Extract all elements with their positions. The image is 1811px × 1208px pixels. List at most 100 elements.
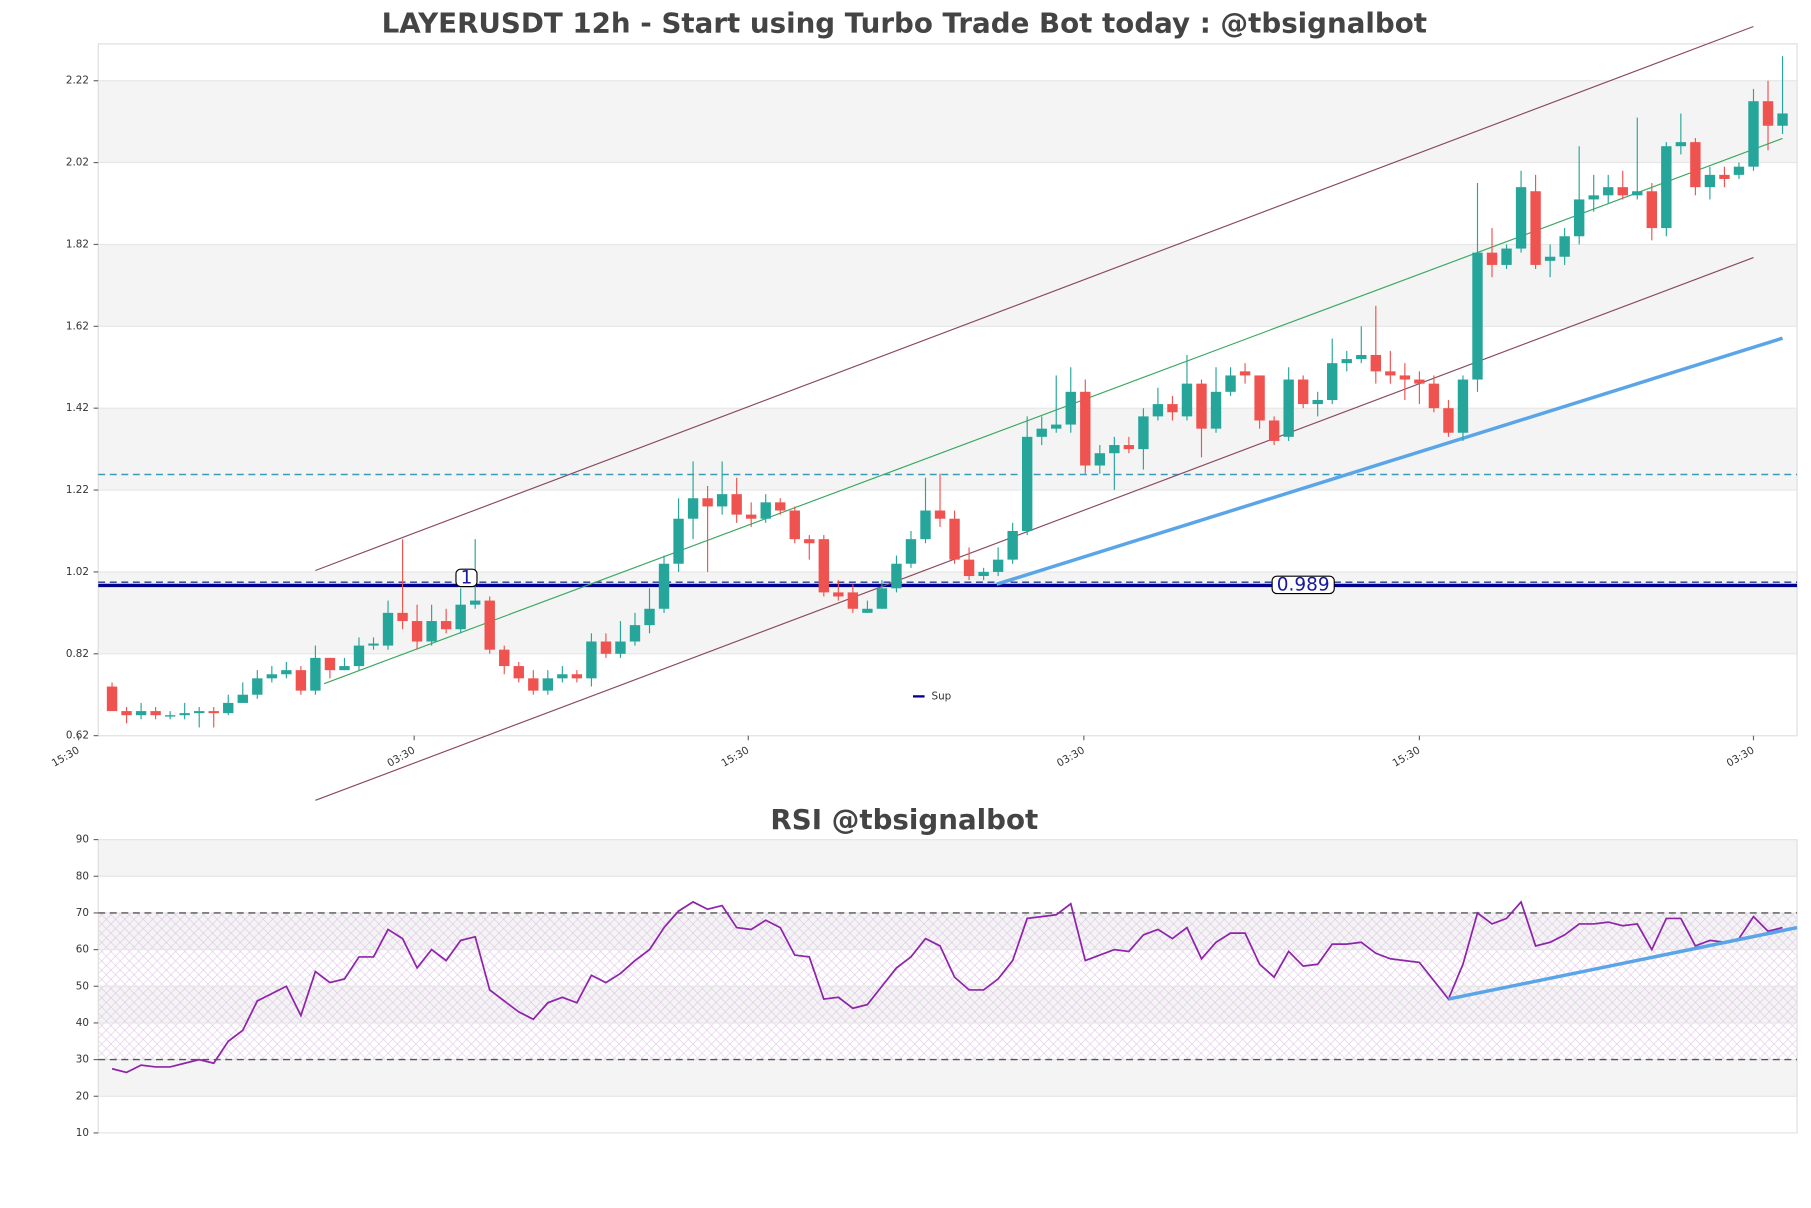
candle-body <box>1603 187 1614 196</box>
candle-body <box>1297 379 1309 405</box>
x-tick-label: 03:30 <box>1055 744 1087 769</box>
candle-body <box>1385 371 1396 376</box>
candle-body <box>702 498 713 507</box>
candle-body <box>1748 101 1759 167</box>
candle-body <box>586 641 597 679</box>
candle-body <box>1356 354 1367 360</box>
candle-body <box>1341 359 1352 364</box>
x-tick-label: 03:30 <box>1725 744 1757 769</box>
grid-band <box>98 80 1798 163</box>
candle-body <box>1544 256 1556 261</box>
candle-body <box>644 608 655 626</box>
candle-body <box>353 645 365 667</box>
candle-body <box>1428 383 1440 409</box>
chart-title: LAYERUSDT 12h - Start using Turbo Trade … <box>382 6 1427 39</box>
candle-body <box>687 498 699 519</box>
candle-body <box>1632 191 1643 196</box>
candle-body <box>905 539 917 564</box>
candle-body <box>397 612 408 622</box>
y-tick-label: 1.62 <box>66 320 89 332</box>
candle-body <box>1152 404 1164 417</box>
candle-body <box>164 715 176 717</box>
y-tick-label: 30 <box>76 1054 89 1066</box>
candle-body <box>310 657 321 691</box>
candle-body <box>775 502 786 511</box>
candle-body <box>1080 391 1091 466</box>
candle-body <box>194 711 205 714</box>
candle-body <box>1196 383 1207 429</box>
candle-body <box>339 666 350 671</box>
candle-body <box>281 670 292 675</box>
candle-body <box>1181 383 1193 417</box>
candle-body <box>818 539 830 593</box>
candle-body <box>745 514 757 519</box>
y-tick-label: 2.02 <box>66 157 89 169</box>
rsi-line <box>111 900 1783 1074</box>
candle-body <box>1268 420 1280 441</box>
candle-body <box>557 674 568 679</box>
candle-body <box>426 621 437 642</box>
candle-body <box>731 494 742 515</box>
candle-body <box>600 641 612 654</box>
annotation-box <box>455 568 478 588</box>
y-tick-label: 60 <box>76 944 89 956</box>
candle-body <box>1443 408 1454 433</box>
candle-body <box>1239 371 1251 376</box>
candle-body <box>295 670 307 691</box>
candle-body <box>1704 174 1716 188</box>
x-tick-label: 15:30 <box>1390 744 1422 769</box>
candle-body <box>847 592 859 609</box>
candle-body <box>121 711 132 716</box>
candle-body <box>1501 248 1512 265</box>
candle-body <box>1733 166 1745 175</box>
y-tick-label: 2.22 <box>66 75 89 87</box>
candle-body <box>1094 453 1106 466</box>
candle-body <box>411 621 423 642</box>
candle-body <box>1051 424 1062 429</box>
candle-body <box>1065 391 1076 425</box>
y-tick-label: 0.62 <box>66 730 89 742</box>
candle-body <box>150 711 161 716</box>
candle-body <box>528 678 539 691</box>
trend-line <box>315 25 1754 572</box>
candle-body <box>208 711 219 714</box>
candle-body <box>716 494 728 507</box>
candle-body <box>484 600 495 650</box>
candle-body <box>1123 445 1135 450</box>
candle-body <box>1370 354 1382 372</box>
candle-body <box>920 510 931 540</box>
annotation-text: 1 <box>461 567 473 588</box>
candle-body <box>804 539 815 544</box>
candle-body <box>1312 400 1323 405</box>
candle-body <box>1021 436 1033 531</box>
candle-body <box>1588 195 1599 200</box>
candle-body <box>1661 146 1672 229</box>
candle-body <box>440 621 452 630</box>
candle-body <box>1472 252 1483 380</box>
candle-body <box>1515 187 1527 249</box>
grid-band <box>98 408 1798 491</box>
candle-body <box>1109 445 1120 454</box>
candle-body <box>1719 174 1730 179</box>
candle-body <box>368 643 379 646</box>
candle-body <box>934 510 946 519</box>
candle-body <box>1559 236 1570 257</box>
candle-body <box>1573 199 1585 237</box>
candle-body <box>1414 379 1425 384</box>
grid-band <box>98 1059 1798 1097</box>
candle-body <box>252 678 263 695</box>
trend-line <box>1448 925 1798 1001</box>
trend-line <box>996 336 1784 586</box>
candle-body <box>658 563 670 609</box>
annotation: 0.989 <box>1271 574 1335 595</box>
annotation-box <box>1271 575 1335 595</box>
x-tick-label: 15:30 <box>50 744 82 769</box>
candle-body <box>1283 379 1294 437</box>
candle-body <box>223 702 234 714</box>
candle-body <box>324 657 336 671</box>
candle-body <box>266 674 278 679</box>
candle-body <box>629 625 641 642</box>
candle-body <box>1457 379 1469 433</box>
